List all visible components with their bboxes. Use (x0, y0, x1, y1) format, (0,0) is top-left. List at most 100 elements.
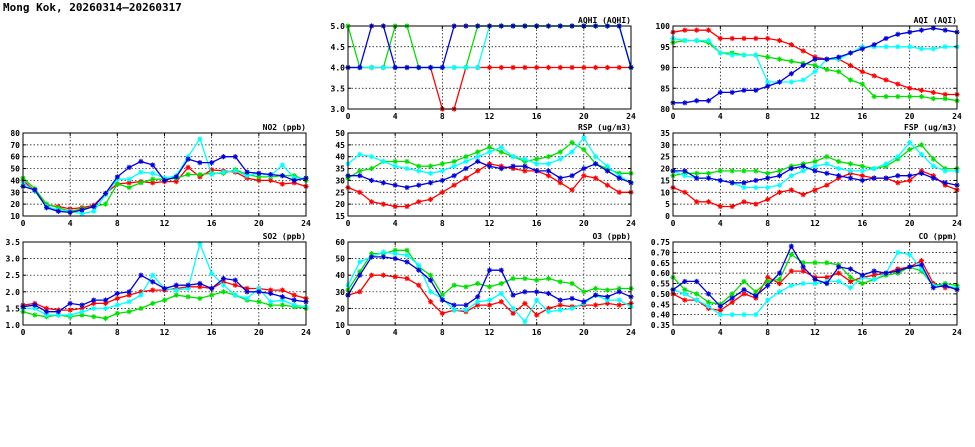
marker-stroke (800, 48, 806, 54)
marker-stroke (931, 175, 936, 181)
y-tick-label: 10 (660, 188, 670, 197)
y-tick-label: 0 (665, 212, 670, 221)
data-point (847, 50, 854, 56)
marker-stroke (848, 266, 853, 272)
marker-stroke (777, 281, 782, 286)
data-point (871, 73, 877, 79)
data-point (404, 203, 410, 210)
marker-stroke (268, 302, 273, 308)
marker-stroke (440, 168, 445, 174)
marker-stroke (558, 297, 563, 303)
marker-stroke (150, 171, 155, 176)
marker-stroke (291, 292, 297, 298)
data-point (510, 154, 516, 160)
x-tick-label: 12 (485, 112, 495, 121)
marker-stroke (718, 178, 723, 183)
data-point (859, 168, 865, 174)
data-point (268, 290, 274, 297)
data-point (741, 287, 747, 293)
marker-stroke (138, 180, 144, 186)
marker-stroke (440, 311, 445, 316)
data-point (705, 27, 712, 33)
data-point (765, 83, 771, 89)
data-point (138, 305, 144, 311)
data-point (522, 319, 528, 325)
marker-stroke (558, 149, 563, 155)
data-point (557, 149, 563, 155)
marker-stroke (103, 306, 108, 311)
marker-stroke (777, 56, 782, 62)
x-tick-label: 12 (160, 328, 170, 337)
marker-stroke (824, 275, 830, 280)
marker-stroke (753, 168, 759, 174)
chart-fsp: 0 4 8 12 16 20 24 0 5 10 15 20 25 30 35 FSP (ug/m3) (660, 123, 962, 228)
marker-stroke (126, 180, 132, 186)
data-point (557, 180, 563, 186)
data-point (463, 64, 469, 71)
marker-stroke (616, 289, 622, 295)
page-title: Mong Kok, 20260314–20260317 (3, 1, 182, 14)
marker-stroke (777, 173, 782, 178)
marker-stroke (233, 154, 238, 159)
y-tick-label: 45 (335, 141, 345, 150)
data-point (534, 161, 540, 167)
data-point (604, 182, 611, 188)
data-point (717, 203, 723, 210)
data-point (161, 297, 168, 303)
data-point (404, 184, 410, 191)
data-point (416, 282, 422, 288)
data-point (451, 182, 457, 188)
marker-stroke (487, 297, 492, 303)
marker-stroke (581, 289, 587, 295)
data-point (522, 300, 528, 307)
marker-stroke (777, 289, 782, 295)
marker-stroke (800, 281, 806, 286)
marker-stroke (824, 154, 830, 159)
y-tick-label: 20 (10, 200, 20, 209)
data-point (942, 282, 948, 289)
data-point (930, 89, 936, 95)
marker-stroke (522, 276, 528, 281)
marker-stroke (44, 205, 49, 210)
data-point (439, 168, 445, 174)
y-tick-label: 60 (335, 238, 345, 247)
marker-stroke (593, 154, 598, 159)
marker-stroke (895, 180, 901, 186)
data-point (847, 285, 854, 291)
data-point (604, 287, 611, 293)
marker-stroke (499, 145, 504, 150)
data-point (268, 299, 274, 305)
marker-stroke (440, 178, 445, 183)
marker-stroke (883, 94, 889, 99)
marker-stroke (268, 291, 273, 296)
data-point (510, 275, 516, 282)
data-point (380, 272, 386, 278)
marker-stroke (789, 42, 794, 47)
marker-stroke (404, 204, 410, 209)
marker-stroke (729, 168, 735, 174)
data-point (616, 302, 622, 308)
marker-stroke (357, 190, 363, 195)
data-point (522, 168, 528, 174)
data-point (836, 69, 842, 75)
data-point (357, 64, 363, 71)
marker-stroke (280, 287, 285, 293)
data-point (427, 163, 434, 169)
marker-stroke (428, 180, 433, 186)
data-point (138, 169, 144, 175)
marker-stroke (848, 279, 853, 284)
marker-stroke (463, 65, 469, 70)
marker-stroke (729, 291, 735, 297)
y-tick-label: 0.60 (651, 269, 670, 278)
data-point (682, 173, 688, 179)
chart-title: O3 (ppb) (592, 232, 631, 241)
data-point (138, 292, 144, 298)
y-tick-label: 50 (10, 165, 20, 174)
marker-stroke (451, 282, 457, 288)
marker-stroke (32, 302, 38, 308)
data-point (616, 189, 622, 195)
data-point (368, 165, 375, 172)
x-tick-label: 8 (765, 219, 770, 228)
data-point (593, 292, 599, 298)
data-point (717, 177, 723, 184)
